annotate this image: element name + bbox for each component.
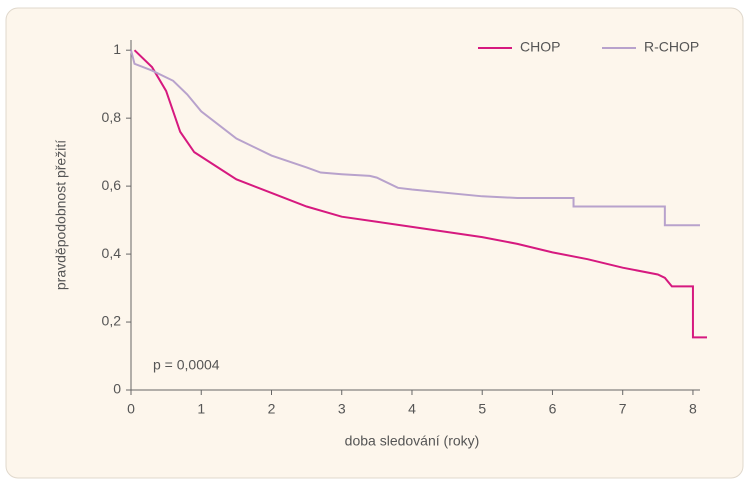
y-tick-label: 0 (113, 381, 121, 397)
series-line (133, 49, 707, 339)
y-tick-label: 0,2 (102, 313, 122, 329)
x-tick-label: 3 (338, 401, 346, 417)
annotation: p = 0,0004 (153, 357, 220, 373)
legend-label: R-CHOP (644, 39, 699, 55)
x-tick-label: 6 (549, 401, 557, 417)
x-tick-label: 4 (408, 401, 416, 417)
x-tick-label: 7 (619, 401, 627, 417)
series-line (130, 49, 700, 227)
x-tick-label: 5 (478, 401, 486, 417)
legend-label: CHOP (520, 39, 560, 55)
y-tick-label: 0,8 (102, 109, 122, 125)
x-tick-label: 1 (197, 401, 205, 417)
panel (5, 7, 744, 479)
x-tick-label: 0 (127, 401, 135, 417)
x-tick-label: 2 (268, 401, 276, 417)
y-tick-label: 1 (113, 41, 121, 57)
y-axis-label: pravděpodobnost přežití (53, 140, 69, 290)
y-tick-label: 0,6 (102, 177, 122, 193)
y-tick-label: 0,4 (102, 245, 122, 261)
x-axis-label: doba sledování (roky) (345, 433, 480, 449)
x-tick-label: 8 (689, 401, 697, 417)
